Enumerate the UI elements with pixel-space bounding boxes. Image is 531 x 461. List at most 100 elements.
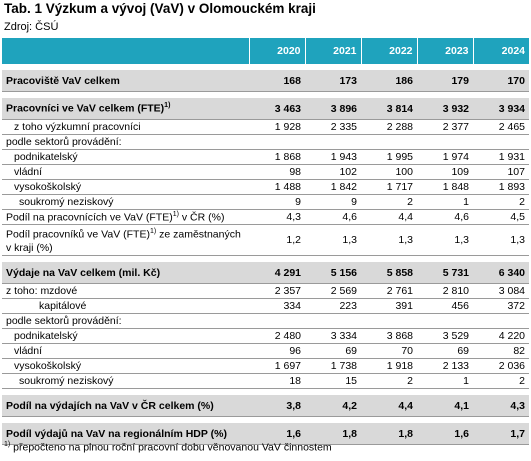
footnote-text: přepočteno na plnou roční pracovní dobu … (10, 441, 332, 454)
row-label-text: Podíl na pracovnících ve VaV (FTE) (6, 211, 173, 224)
row-value: 3 463 (249, 98, 305, 120)
footnote-ref: 1) (172, 210, 179, 218)
year-header: 2020 (248, 38, 305, 64)
row-label-tail: v ČR (%) (178, 211, 225, 224)
footnote-ref: 1) (149, 228, 157, 236)
header-row: 2020 2021 2022 2023 2024 (2, 38, 529, 64)
row-value: 18 (249, 373, 305, 389)
row-label: Výdaje na VaV celkem (mil. Kč) (2, 262, 249, 284)
header-blank-cell (2, 38, 249, 64)
row-value: 4,3 (473, 395, 529, 417)
row-value: 2 357 (249, 283, 305, 299)
table-row: Pracovníci ve VaV celkem (FTE)1) 3 463 3… (2, 98, 529, 120)
row-value: 186 (361, 70, 417, 92)
row-value: 5 156 (305, 262, 361, 284)
row-value: 1,8 (361, 423, 417, 445)
row-value: 3 529 (417, 328, 473, 344)
table-row: z toho výzkumní pracovníci 1 928 2 335 2… (2, 119, 529, 135)
row-label: Podíl na pracovnících ve VaV (FTE)1) v Č… (2, 209, 249, 225)
row-value: 98 (249, 164, 305, 180)
row-label: vládní (2, 164, 249, 180)
row-value: 1 918 (361, 358, 417, 374)
row-value: 3 084 (473, 283, 529, 299)
row-value: 2 465 (473, 119, 529, 135)
row-label-text: Pracovníci ve VaV celkem (FTE) (6, 102, 165, 115)
row-label: podnikatelský (2, 149, 249, 165)
row-label: podnikatelský (2, 328, 249, 344)
row-value: 1,6 (417, 423, 473, 445)
row-value: 70 (361, 343, 417, 359)
row-value: 2 036 (473, 358, 529, 374)
row-value: 1 (417, 194, 473, 210)
footnote-ref: 1) (164, 102, 171, 110)
row-value: 4,5 (473, 209, 529, 225)
row-label: podle sektorů provádění: (2, 134, 249, 150)
row-value: 3 814 (361, 98, 417, 120)
row-value: 1 931 (473, 149, 529, 165)
row-value: 179 (417, 70, 473, 92)
row-value: 15 (305, 373, 361, 389)
row-value: 456 (417, 298, 473, 314)
row-label-text: Podíl pracovníků ve VaV (FTE) (6, 228, 150, 241)
row-value: 1 943 (305, 149, 361, 165)
row-value: 9 (249, 194, 305, 210)
row-label: Pracoviště VaV celkem (2, 70, 249, 92)
row-value: 1 868 (249, 149, 305, 165)
row-value: 168 (249, 70, 305, 92)
row-value: 1 974 (417, 149, 473, 165)
row-value: 4,4 (361, 209, 417, 225)
row-value: 9 (305, 194, 361, 210)
row-value: 1 738 (305, 358, 361, 374)
row-value: 69 (305, 343, 361, 359)
row-value: 4,6 (305, 209, 361, 225)
row-value: 1 717 (361, 179, 417, 195)
row-value: 1 848 (417, 179, 473, 195)
row-value: 82 (473, 343, 529, 359)
row-value: 4,4 (361, 395, 417, 417)
row-value: 223 (305, 298, 361, 314)
row-value: 3 896 (305, 98, 361, 120)
table-row: Podíl na výdajích na VaV v ČR celkem (%)… (2, 395, 529, 417)
table-row: Výdaje na VaV celkem (mil. Kč) 4 291 5 1… (2, 262, 529, 284)
row-value: 2 288 (361, 119, 417, 135)
row-label: z toho: mzdové (2, 283, 249, 299)
row-value: 1,8 (305, 423, 361, 445)
row-value: 4,1 (417, 395, 473, 417)
row-value: 2 569 (305, 283, 361, 299)
row-value: 3,8 (249, 395, 305, 417)
row-value: 3 334 (305, 328, 361, 344)
row-value: 100 (361, 164, 417, 180)
row-label: vládní (2, 343, 249, 359)
row-value: 1 928 (249, 119, 305, 135)
row-value: 2 761 (361, 283, 417, 299)
row-label: vysokoškolský (2, 179, 249, 195)
row-label: Podíl na výdajích na VaV v ČR celkem (%) (2, 395, 249, 417)
row-value: 1,3 (417, 224, 473, 256)
row-value: 1,2 (249, 224, 305, 256)
row-value: 6 340 (473, 262, 529, 284)
row-value: 1 842 (305, 179, 361, 195)
row-value: 107 (473, 164, 529, 180)
row-value: 2 335 (305, 119, 361, 135)
row-label: soukromý neziskový (2, 194, 249, 210)
footnote: 1) přepočteno na plnou roční pracovní do… (4, 441, 332, 454)
row-value: 334 (249, 298, 305, 314)
row-label: z toho výzkumní pracovníci (2, 119, 249, 135)
row-value: 1 488 (249, 179, 305, 195)
row-value: 4,2 (305, 395, 361, 417)
row-value: 391 (361, 298, 417, 314)
row-value: 1,3 (305, 224, 361, 256)
row-label-tail: ze zaměstnaných v kraji (%) (6, 228, 241, 254)
row-value: 5 731 (417, 262, 473, 284)
row-value: 1 893 (473, 179, 529, 195)
year-header: 2023 (416, 38, 473, 64)
table-row: vládní 96 69 70 69 82 (2, 343, 529, 359)
row-label: Pracovníci ve VaV celkem (FTE)1) (2, 98, 249, 120)
row-value: 1,6 (249, 423, 305, 445)
row-value: 5 858 (361, 262, 417, 284)
table-row: podnikatelský 1 868 1 943 1 995 1 974 1 … (2, 149, 529, 165)
table-row: vládní 98 102 100 109 107 (2, 164, 529, 180)
row-value: 109 (417, 164, 473, 180)
year-header: 2022 (360, 38, 417, 64)
